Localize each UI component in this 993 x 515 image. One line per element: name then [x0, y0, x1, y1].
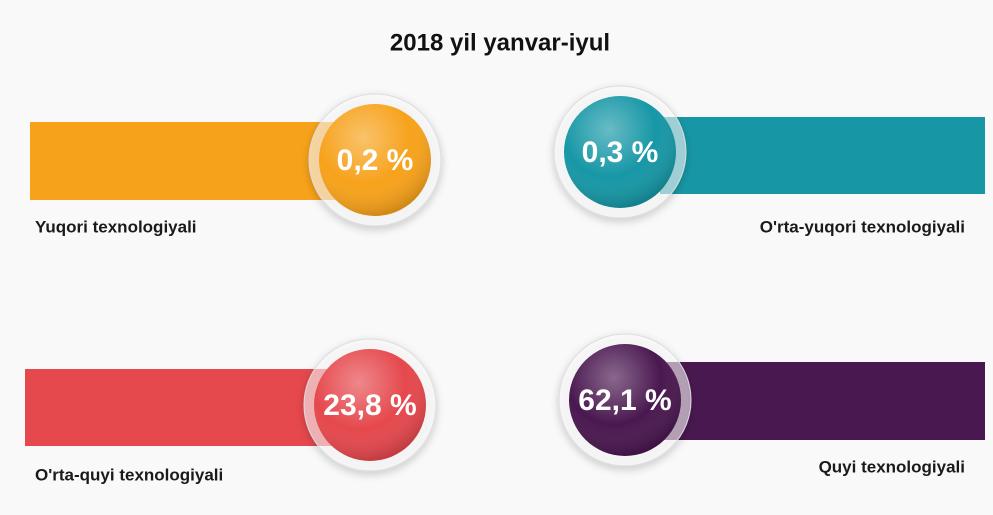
circle-shine — [569, 344, 681, 456]
circle-shine — [314, 349, 426, 461]
bar — [660, 362, 985, 440]
bar — [30, 122, 350, 200]
circle-shine — [564, 96, 676, 208]
label: O'rta-quyi texnologiyali — [35, 465, 223, 484]
value: 62,1 % — [578, 384, 671, 417]
value: 23,8 % — [323, 389, 416, 422]
label: Yuqori texnologiyali — [35, 217, 197, 236]
label: Quyi texnologiyali — [819, 457, 965, 476]
title: 2018 yil yanvar-iyul — [390, 29, 610, 56]
bar — [25, 369, 350, 446]
bar — [660, 117, 985, 194]
label: O'rta-yuqori texnologiyali — [760, 217, 965, 236]
value: 0,3 % — [582, 136, 659, 169]
circle-shine — [319, 104, 431, 216]
value: 0,2 % — [337, 144, 414, 177]
